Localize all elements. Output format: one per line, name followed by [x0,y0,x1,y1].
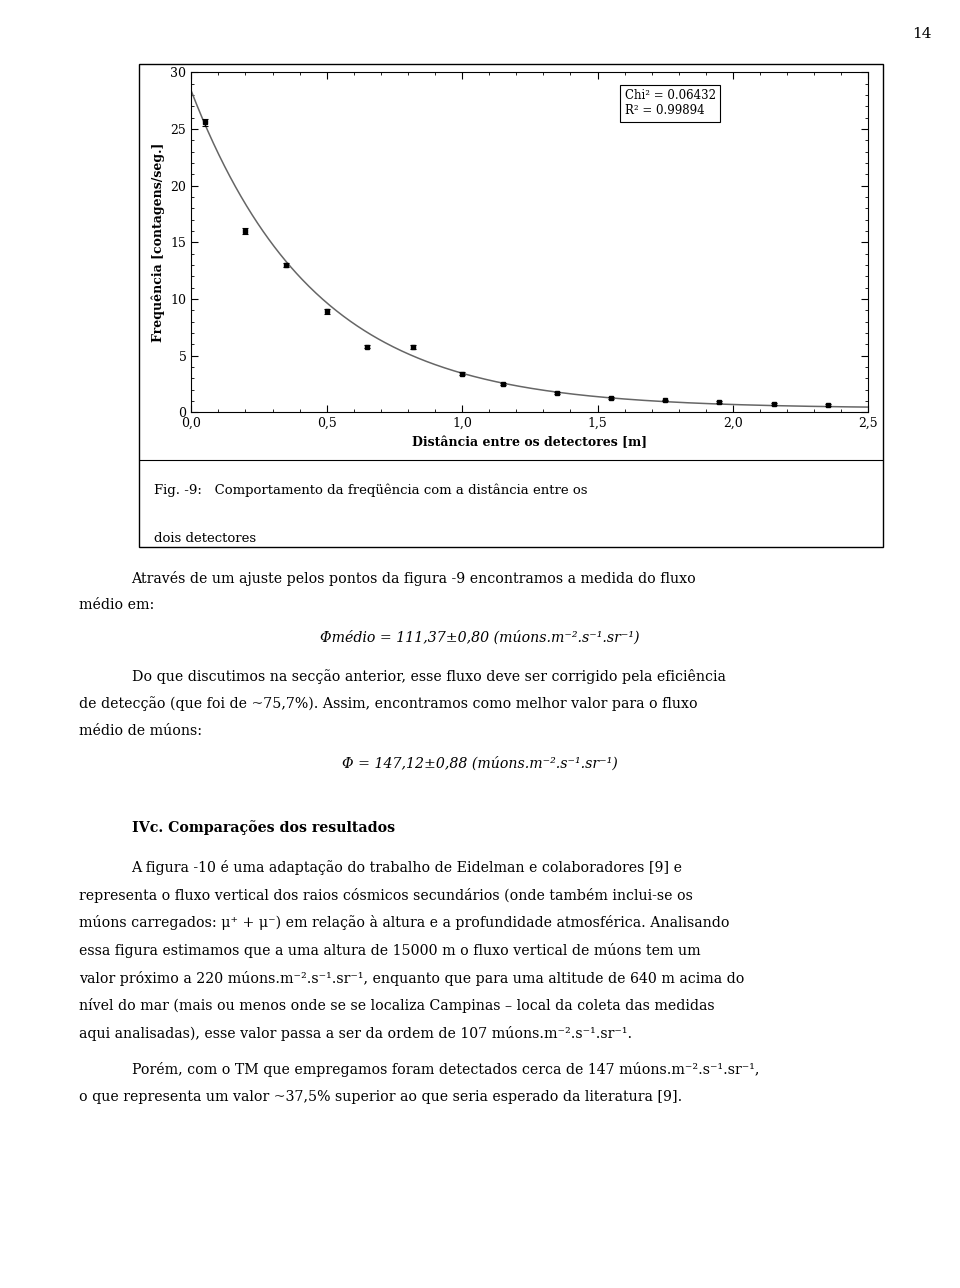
Text: Chi² = 0.06432
R² = 0.99894: Chi² = 0.06432 R² = 0.99894 [625,89,715,117]
Text: Porém, com o TM que empregamos foram detectados cerca de 147 múons.m⁻².s⁻¹.sr⁻¹,: Porém, com o TM que empregamos foram det… [132,1063,759,1077]
Text: médio em:: médio em: [79,599,155,612]
Text: valor próximo a 220 múons.m⁻².s⁻¹.sr⁻¹, enquanto que para uma altitude de 640 m : valor próximo a 220 múons.m⁻².s⁻¹.sr⁻¹, … [79,971,744,985]
Text: dois detectores: dois detectores [154,532,256,545]
Text: de detecção (que foi de ~75,7%). Assim, encontramos como melhor valor para o flu: de detecção (que foi de ~75,7%). Assim, … [79,697,697,711]
Text: Através de um ajuste pelos pontos da figura -9 encontramos a medida do fluxo: Através de um ajuste pelos pontos da fig… [132,571,696,586]
Text: Do que discutimos na secção anterior, esse fluxo deve ser corrigido pela eficiên: Do que discutimos na secção anterior, es… [132,668,726,684]
Text: o que representa um valor ~37,5% superior ao que seria esperado da literatura [9: o que representa um valor ~37,5% superio… [79,1090,682,1104]
Text: aqui analisadas), esse valor passa a ser da ordem de 107 múons.m⁻².s⁻¹.sr⁻¹.: aqui analisadas), esse valor passa a ser… [79,1027,632,1041]
Text: 14: 14 [912,27,931,41]
Text: Fig. -9:   Comportamento da freqüência com a distância entre os: Fig. -9: Comportamento da freqüência com… [154,484,588,497]
Text: Φ = 147,12±0,88 (múons.m⁻².s⁻¹.sr⁻¹): Φ = 147,12±0,88 (múons.m⁻².s⁻¹.sr⁻¹) [342,756,618,770]
Text: essa figura estimamos que a uma altura de 15000 m o fluxo vertical de múons tem : essa figura estimamos que a uma altura d… [79,943,701,958]
X-axis label: Distância entre os detectores [m]: Distância entre os detectores [m] [412,435,647,448]
Text: nível do mar (mais ou menos onde se se localiza Campinas – local da coleta das m: nível do mar (mais ou menos onde se se l… [79,998,714,1014]
Text: Φmédio = 111,37±0,80 (múons.m⁻².s⁻¹.sr⁻¹): Φmédio = 111,37±0,80 (múons.m⁻².s⁻¹.sr⁻¹… [321,630,639,644]
Y-axis label: Frequência [contagens/seg.]: Frequência [contagens/seg.] [152,143,165,343]
Text: representa o fluxo vertical dos raios cósmicos secundários (onde também inclui-s: representa o fluxo vertical dos raios có… [79,887,692,903]
Text: múons carregados: μ⁺ + μ⁻) em relação à altura e a profundidade atmosférica. Ana: múons carregados: μ⁺ + μ⁻) em relação à … [79,916,730,930]
Text: IVc. Comparações dos resultados: IVc. Comparações dos resultados [132,820,395,835]
Text: A figura -10 é uma adaptação do trabalho de Eidelman e colaboradores [9] e: A figura -10 é uma adaptação do trabalho… [132,860,683,875]
Text: médio de múons:: médio de múons: [79,724,202,738]
